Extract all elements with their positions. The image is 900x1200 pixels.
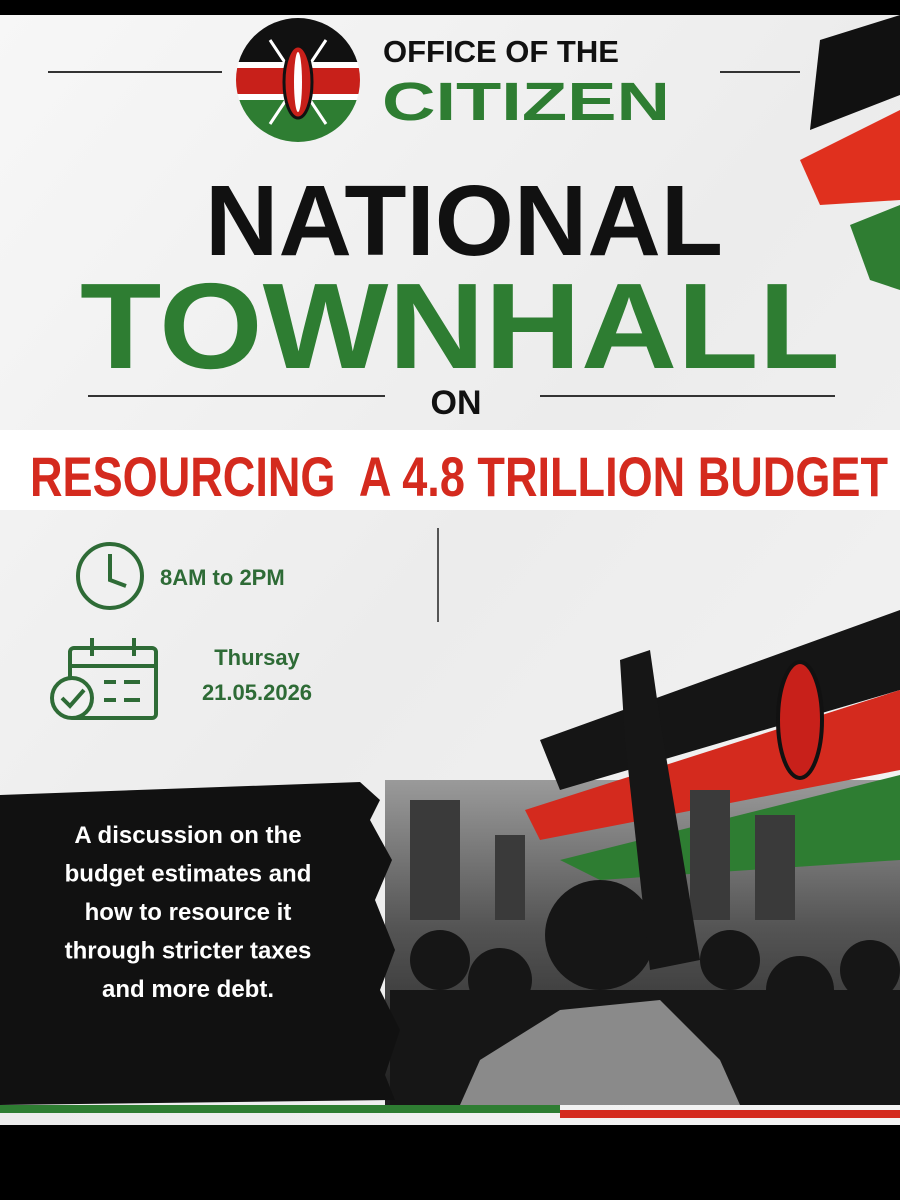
org-line2: CITIZEN (382, 72, 670, 132)
flag-brush-black (810, 15, 900, 130)
flag-brush-green (850, 205, 900, 290)
clock-hands (108, 554, 127, 588)
description: A discussion on the budget estimates and h… (65, 822, 312, 1003)
description-line: how to resource it (85, 899, 292, 926)
raised-hand-person (460, 1000, 740, 1105)
description-panel (0, 782, 400, 1105)
title-connector: ON (431, 384, 482, 422)
subtitle-band (0, 430, 900, 510)
org-line1: OFFICE OF THE (383, 34, 619, 69)
title-line2: TOWNHALL (80, 258, 840, 394)
bottom-stripe-red (560, 1110, 900, 1118)
description-line: and more debt. (102, 976, 274, 1003)
flag-brush-red (800, 110, 900, 205)
bottom-stripe-green (0, 1105, 560, 1113)
skyline (410, 790, 795, 920)
description-line: through stricter taxes (65, 938, 312, 965)
clock-icon (76, 542, 144, 610)
flag-shield (776, 660, 824, 780)
time: 8AM to 2PM (160, 565, 285, 590)
date: 21.05.2026 (202, 680, 312, 705)
calendar-icon (50, 638, 158, 720)
description-line: A discussion on the (74, 822, 301, 849)
description-line: budget estimates and (65, 861, 312, 888)
title-line1: NATIONAL (205, 165, 723, 277)
logo-shield-stripe (294, 52, 302, 112)
day: Thursay (214, 645, 300, 670)
subtitle: RESOURCING A 4.8 TRILLION BUDGET (30, 445, 888, 508)
bottom-bar (0, 1125, 900, 1200)
